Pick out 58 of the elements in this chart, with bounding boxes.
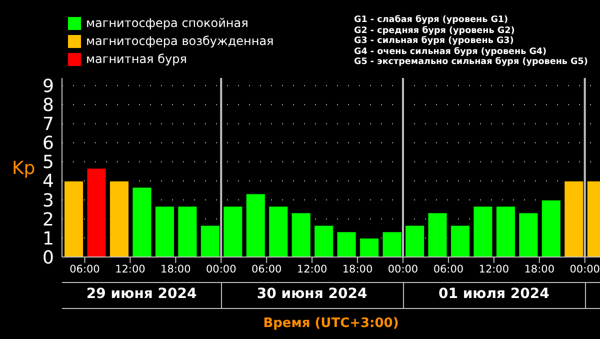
y-tick-label: 2 xyxy=(42,209,54,230)
text: G5 - экстремально сильная буря (уровень G5) xyxy=(354,57,588,68)
bar xyxy=(268,206,289,257)
legend-label: магнитная буря xyxy=(86,52,187,66)
bar xyxy=(314,224,334,257)
x-tick-label: 18:00 xyxy=(342,263,373,276)
text: G1 - слабая буря (уровень G1) xyxy=(354,15,510,26)
x-tick-label: 12:00 xyxy=(478,263,510,276)
bar xyxy=(450,224,470,257)
x-tick-label: 18:00 xyxy=(524,263,555,276)
bar xyxy=(290,212,312,257)
y-tick-label: 5 xyxy=(42,152,54,174)
y-tick-label: 8 xyxy=(42,95,54,116)
bar xyxy=(154,206,175,257)
bar xyxy=(359,237,380,257)
bar xyxy=(382,231,402,257)
bar xyxy=(495,206,516,257)
x-tick-label: 00:00 xyxy=(388,263,418,276)
text: 30 июня 2024 xyxy=(256,286,368,302)
x-tick-label: 18:00 xyxy=(160,263,191,276)
x-tick-label: 12:00 xyxy=(115,263,146,276)
bar xyxy=(245,193,266,257)
legend-label: магнитосфера возбужденная xyxy=(86,34,274,48)
y-tick-label: 1 xyxy=(42,228,54,250)
bar xyxy=(86,168,107,257)
y-tick-label: 3 xyxy=(42,190,54,212)
bar xyxy=(108,180,130,257)
x-tick-label: 12:00 xyxy=(296,263,328,276)
y-tick-label: 6 xyxy=(42,133,54,154)
y-tick-label: 4 xyxy=(42,171,54,192)
text: G3 - сильная буря (уровень G3) xyxy=(354,36,515,46)
x-tick-label: 06:00 xyxy=(251,263,282,276)
legend-label: магнитосфера спокойная xyxy=(86,16,248,30)
text: 29 июня 2024 xyxy=(85,286,198,302)
bar xyxy=(222,206,244,257)
x-axis-title: Время (UTC+3:00) xyxy=(262,316,400,331)
bar xyxy=(336,231,357,257)
y-tick-label: 7 xyxy=(42,114,54,136)
bar xyxy=(64,180,84,257)
text: G4 - очень сильная буря (уровень G4) xyxy=(354,46,548,57)
text: G2 - средняя буря (уровень G2) xyxy=(354,26,516,36)
x-tick-label: 00:00 xyxy=(570,263,600,276)
y-tick-label: 9 xyxy=(42,76,54,98)
bar xyxy=(472,206,494,257)
bar xyxy=(540,199,562,257)
y-tick-label: 0 xyxy=(42,247,54,268)
y-axis-title: Kp xyxy=(12,158,36,179)
bar xyxy=(200,224,220,257)
bar xyxy=(564,180,584,257)
bar xyxy=(177,206,198,257)
text: 01 июля 2024 xyxy=(437,286,550,302)
bar xyxy=(518,212,539,257)
x-tick-label: 06:00 xyxy=(70,263,100,276)
x-tick-label: 00:00 xyxy=(206,263,236,276)
bar xyxy=(132,186,152,257)
bar xyxy=(404,224,426,257)
bar xyxy=(427,212,448,257)
x-tick-label: 06:00 xyxy=(433,263,464,276)
